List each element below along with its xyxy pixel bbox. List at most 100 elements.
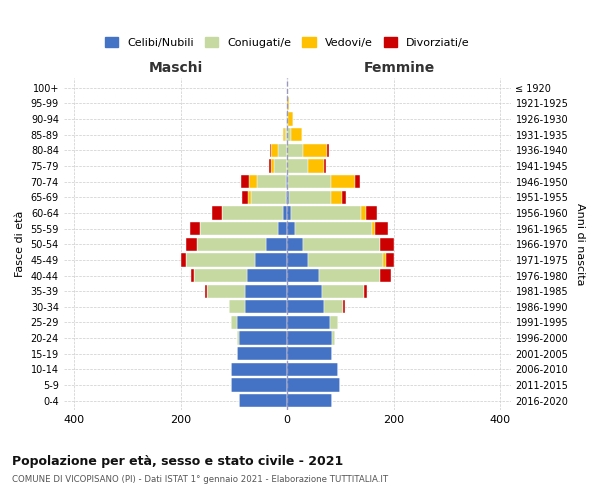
Bar — [319, 269, 380, 282]
Bar — [287, 284, 322, 298]
Bar — [287, 222, 295, 235]
Y-axis label: Fasce di età: Fasce di età — [15, 211, 25, 278]
Bar — [245, 300, 287, 314]
Bar — [303, 144, 327, 157]
Bar — [274, 160, 287, 172]
Bar — [251, 190, 286, 204]
Bar — [242, 190, 248, 204]
Bar — [269, 160, 271, 172]
Bar — [292, 128, 302, 141]
Bar — [287, 160, 308, 172]
Bar — [366, 206, 377, 220]
Bar — [197, 238, 266, 251]
Bar — [286, 112, 287, 126]
Bar — [364, 284, 367, 298]
Bar — [257, 175, 286, 188]
Bar — [286, 175, 287, 188]
Bar — [283, 128, 284, 141]
Bar — [239, 332, 287, 345]
Text: COMUNE DI VICOPISANO (PI) - Dati ISTAT 1° gennaio 2021 - Elaborazione TUTTITALIA: COMUNE DI VICOPISANO (PI) - Dati ISTAT 1… — [12, 475, 388, 484]
Bar — [383, 253, 386, 266]
Bar — [271, 144, 278, 157]
Bar — [287, 112, 288, 126]
Bar — [278, 144, 287, 157]
Bar — [186, 253, 255, 266]
Bar — [380, 269, 391, 282]
Bar — [343, 300, 344, 314]
Bar — [331, 175, 355, 188]
Bar — [287, 363, 338, 376]
Bar — [212, 206, 222, 220]
Bar — [287, 316, 330, 329]
Bar — [325, 160, 326, 172]
Bar — [283, 206, 287, 220]
Bar — [232, 363, 287, 376]
Bar — [361, 206, 366, 220]
Bar — [232, 316, 236, 329]
Bar — [287, 238, 303, 251]
Bar — [236, 316, 287, 329]
Bar — [287, 128, 292, 141]
Bar — [288, 112, 293, 126]
Bar — [222, 206, 283, 220]
Bar — [332, 332, 335, 345]
Bar — [287, 206, 292, 220]
Bar — [205, 284, 208, 298]
Bar — [248, 190, 251, 204]
Bar — [229, 300, 245, 314]
Bar — [287, 190, 289, 204]
Bar — [287, 144, 303, 157]
Bar — [303, 238, 380, 251]
Bar — [330, 316, 338, 329]
Bar — [322, 284, 364, 298]
Bar — [269, 144, 271, 157]
Bar — [181, 253, 186, 266]
Bar — [287, 347, 332, 360]
Bar — [342, 190, 346, 204]
Bar — [266, 238, 287, 251]
Bar — [194, 269, 247, 282]
Bar — [236, 332, 239, 345]
Bar — [287, 394, 332, 407]
Bar — [286, 190, 287, 204]
Bar — [380, 238, 394, 251]
Bar — [190, 222, 200, 235]
Bar — [208, 284, 245, 298]
Bar — [247, 269, 287, 282]
Bar — [288, 175, 331, 188]
Bar — [241, 175, 249, 188]
Bar — [284, 128, 287, 141]
Bar — [236, 347, 287, 360]
Text: Femmine: Femmine — [363, 61, 434, 75]
Bar — [200, 222, 278, 235]
Text: Popolazione per età, sesso e stato civile - 2021: Popolazione per età, sesso e stato civil… — [12, 455, 343, 468]
Bar — [292, 206, 361, 220]
Y-axis label: Anni di nascita: Anni di nascita — [575, 203, 585, 285]
Text: Maschi: Maschi — [148, 61, 203, 75]
Bar — [355, 175, 360, 188]
Bar — [325, 300, 343, 314]
Bar — [191, 269, 194, 282]
Bar — [386, 253, 394, 266]
Bar — [186, 238, 197, 251]
Bar — [232, 378, 287, 392]
Bar — [287, 269, 319, 282]
Bar — [331, 190, 342, 204]
Bar — [287, 253, 308, 266]
Bar — [308, 253, 383, 266]
Bar — [295, 222, 373, 235]
Bar — [327, 144, 329, 157]
Bar — [239, 394, 287, 407]
Bar — [287, 96, 289, 110]
Bar — [249, 175, 257, 188]
Bar — [373, 222, 375, 235]
Bar — [255, 253, 287, 266]
Legend: Celibi/Nubili, Coniugati/e, Vedovi/e, Divorziati/e: Celibi/Nubili, Coniugati/e, Vedovi/e, Di… — [105, 38, 469, 48]
Bar — [289, 190, 331, 204]
Bar — [308, 160, 325, 172]
Bar — [271, 160, 274, 172]
Bar — [278, 222, 287, 235]
Bar — [287, 378, 340, 392]
Bar — [287, 332, 332, 345]
Bar — [245, 284, 287, 298]
